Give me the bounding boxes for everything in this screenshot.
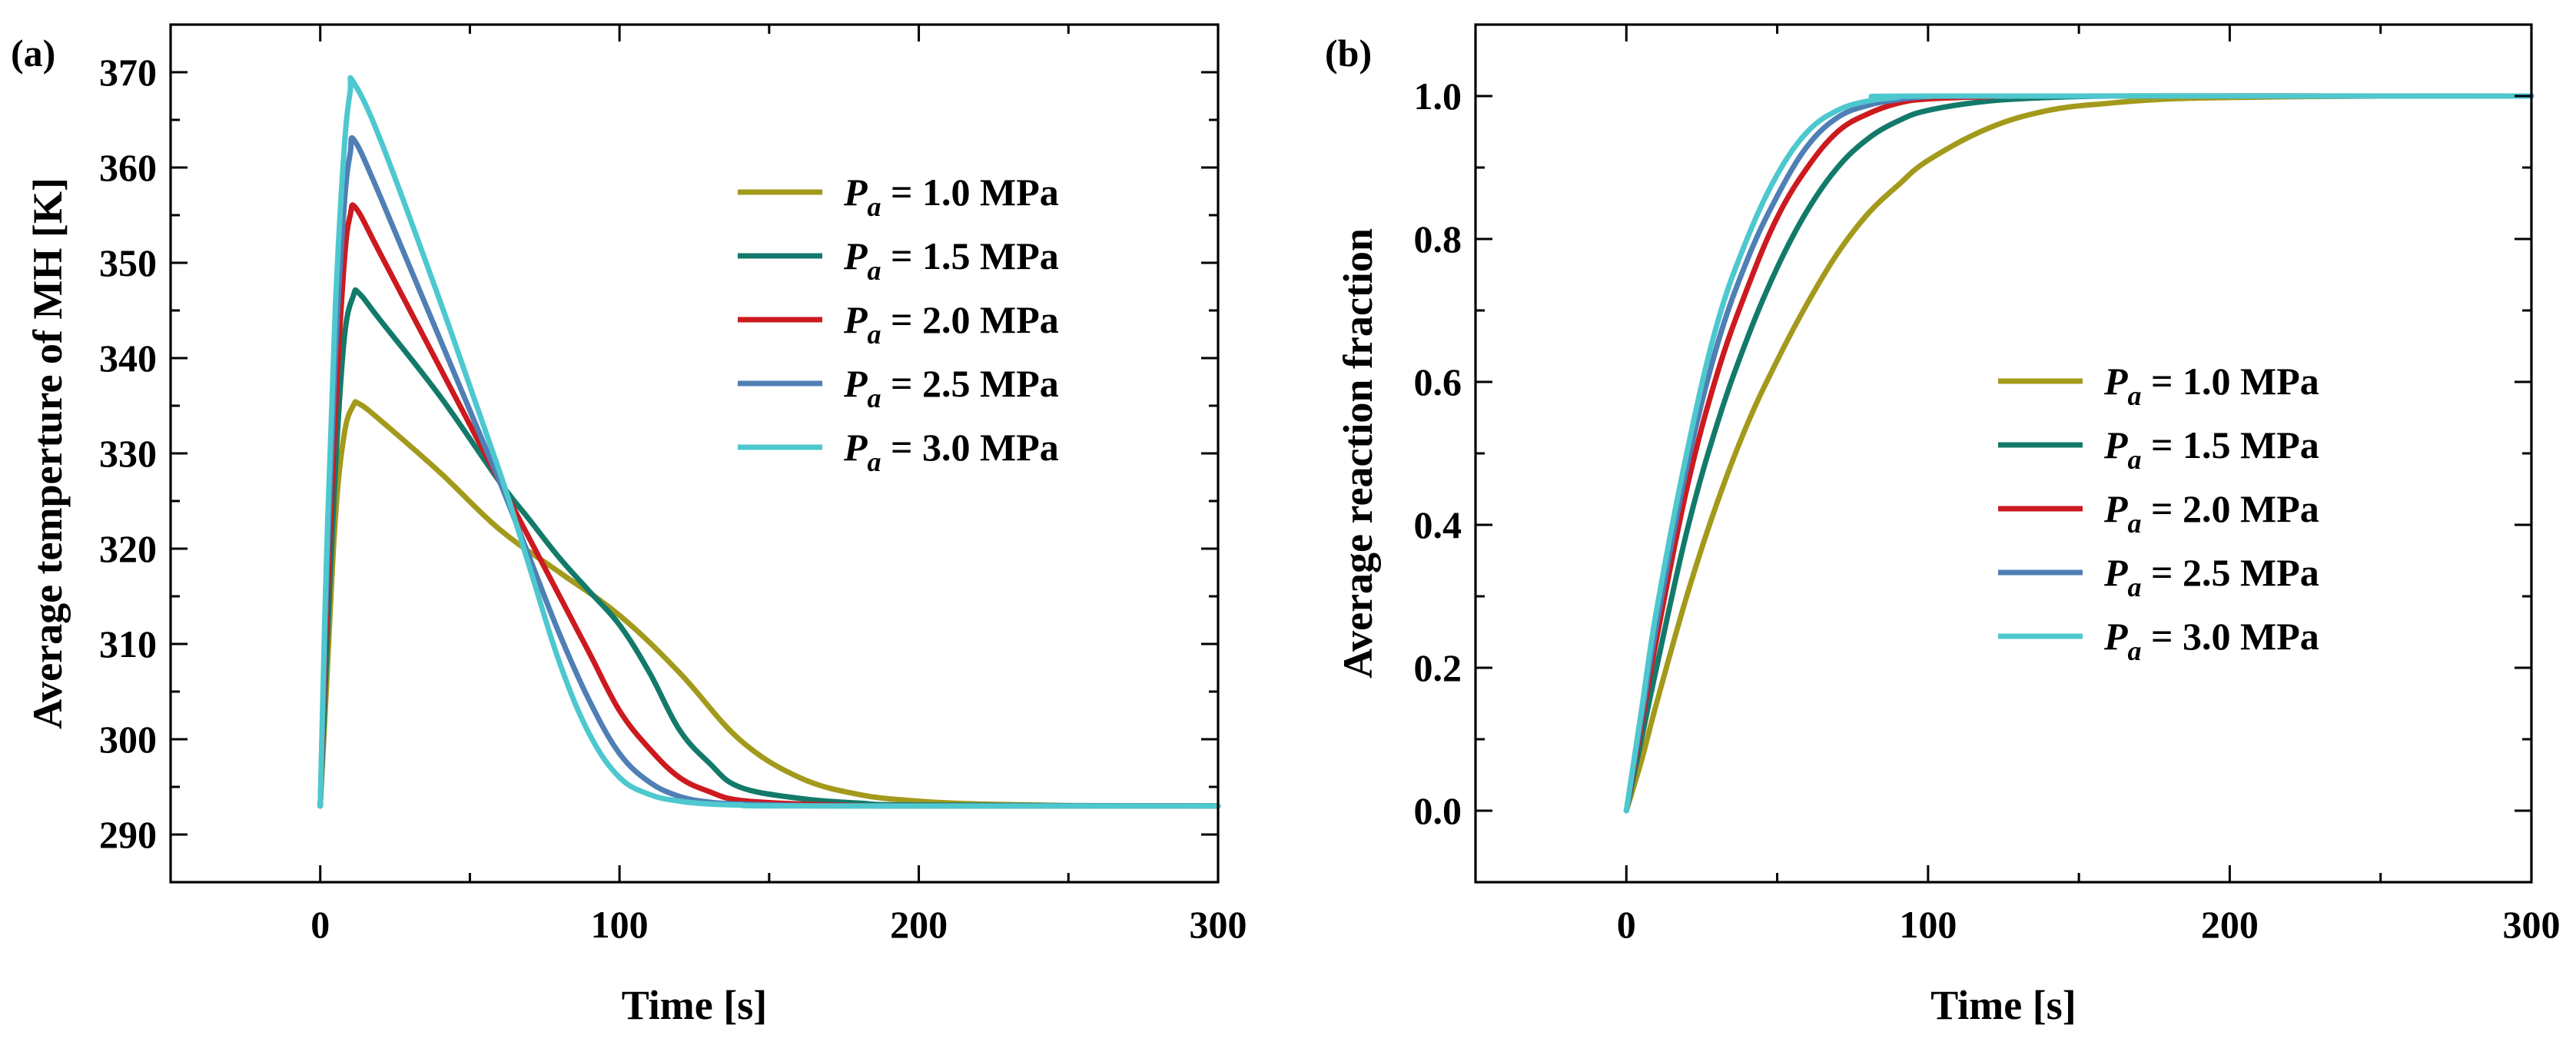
y-tick-label: 360 xyxy=(99,146,157,189)
x-axis-title: Time [s] xyxy=(622,982,767,1028)
legend-label: Pa = 2.5 MPa xyxy=(2103,551,2319,602)
series-line-1-5-mpa xyxy=(317,287,1221,809)
y-tick-label: 330 xyxy=(99,432,157,475)
y-tick-label: 310 xyxy=(99,622,157,665)
series-line-2-5-mpa xyxy=(317,134,1221,809)
series-line-1-0-mpa xyxy=(317,399,1221,809)
x-axis-title: Time [s] xyxy=(1930,982,2076,1028)
y-axis-title: Average reaction fraction xyxy=(1335,228,1381,679)
legend-label: Pa = 2.0 MPa xyxy=(2103,487,2319,539)
legend-label: Pa = 1.0 MPa xyxy=(843,171,1059,222)
y-tick-label: 0.2 xyxy=(1414,646,1462,689)
series-line-3-0-mpa xyxy=(1623,93,2535,814)
legend-label: Pa = 1.0 MPa xyxy=(2103,360,2319,411)
y-tick-label: 0.8 xyxy=(1414,217,1462,260)
legend-label: Pa = 3.0 MPa xyxy=(843,426,1059,477)
y-tick-label: 350 xyxy=(99,241,157,284)
x-tick-label: 0 xyxy=(310,903,330,946)
panel-label: (a) xyxy=(11,32,55,75)
legend-label: Pa = 1.5 MPa xyxy=(2103,423,2319,475)
series-line-2-0-mpa xyxy=(317,202,1221,809)
legend-label: Pa = 2.0 MPa xyxy=(843,298,1059,350)
legend: Pa = 1.0 MPa Pa = 1.5 MPa Pa = 2.0 MPa Pa =… xyxy=(1998,360,2319,666)
x-tick-label: 100 xyxy=(1899,903,1957,946)
panel-a: 0 100 200 300 290 300 310 320 330 340 350 360 370 Tim… xyxy=(11,23,1247,1028)
legend-label: Pa = 1.5 MPa xyxy=(843,234,1059,286)
series-line-3-0-mpa xyxy=(317,75,1221,809)
legend: Pa = 1.0 MPa Pa = 1.5 MPa Pa = 2.0 MPa Pa =… xyxy=(738,171,1059,477)
y-axis-title: Average temperture of MH [K] xyxy=(25,178,71,729)
y-tick-label: 370 xyxy=(99,51,157,94)
y-tick-label: 0.0 xyxy=(1414,789,1462,832)
x-tick-label: 200 xyxy=(2201,903,2259,946)
y-tick-label: 300 xyxy=(99,718,157,761)
x-tick-label: 200 xyxy=(890,903,948,946)
y-tick-label: 340 xyxy=(99,337,157,380)
y-tick-label: 290 xyxy=(99,813,157,856)
legend-label: Pa = 2.5 MPa xyxy=(843,362,1059,413)
x-tick-label: 300 xyxy=(1190,903,1247,946)
x-tick-label: 100 xyxy=(591,903,649,946)
legend-label: Pa = 3.0 MPa xyxy=(2103,615,2319,666)
panel-b: 0 100 200 300 0.0 0.2 0.4 0.6 0.8 1.0 Time [s] Aver… xyxy=(1325,23,2561,1028)
y-tick-label: 0.4 xyxy=(1414,503,1462,546)
panel-label: (b) xyxy=(1325,32,1372,75)
y-tick-label: 1.0 xyxy=(1414,75,1462,118)
y-tick-label: 320 xyxy=(99,527,157,570)
y-tick-label: 0.6 xyxy=(1414,360,1462,403)
x-tick-label: 0 xyxy=(1617,903,1636,946)
x-tick-label: 300 xyxy=(2503,903,2561,946)
